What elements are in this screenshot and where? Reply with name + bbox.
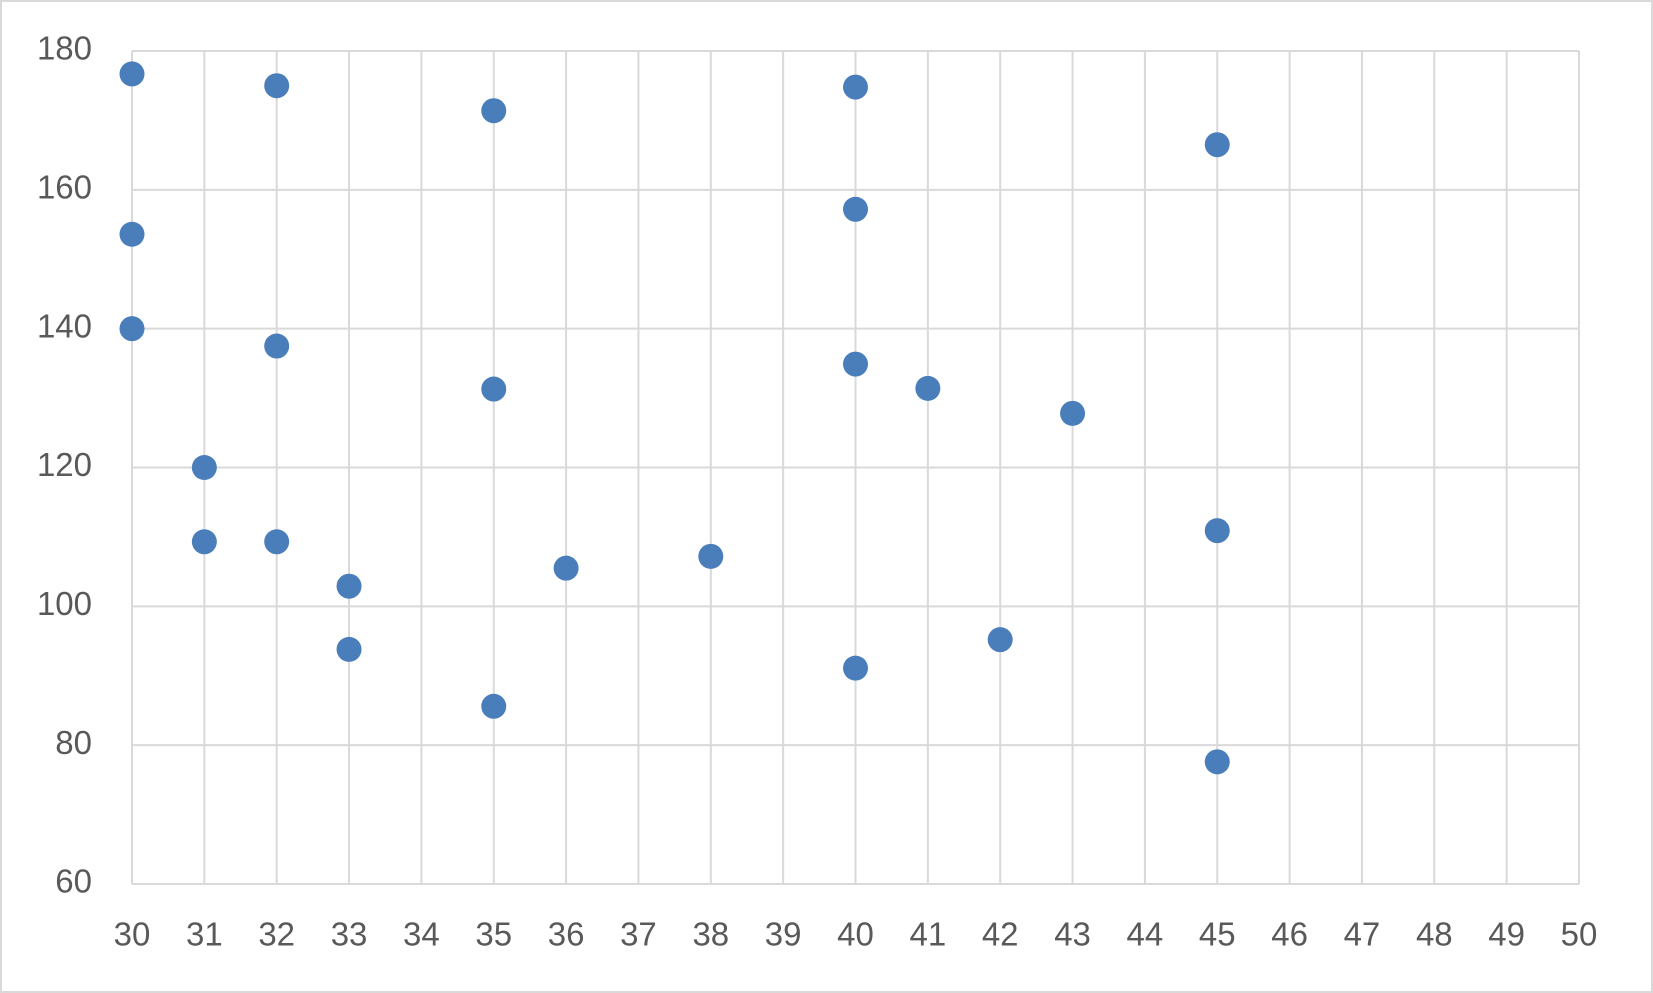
point	[915, 375, 941, 401]
point	[336, 573, 362, 599]
point	[191, 529, 217, 555]
point	[843, 74, 868, 100]
x-tick-label: 37	[620, 916, 657, 953]
x-tick-label: 30	[114, 916, 151, 953]
x-tick-label: 40	[837, 916, 874, 953]
point	[264, 333, 290, 359]
point	[481, 98, 507, 124]
x-tick-label: 49	[1488, 916, 1525, 953]
point	[843, 196, 868, 222]
y-tick-label: 180	[37, 30, 92, 67]
y-tick-label: 100	[37, 585, 92, 622]
x-tick-label: 47	[1344, 916, 1381, 953]
x-tick-label: 35	[475, 916, 512, 953]
point	[336, 636, 362, 662]
x-tick-label: 41	[909, 916, 946, 953]
point	[264, 529, 290, 555]
x-tick-label: 32	[258, 916, 295, 953]
x-tick-label: 38	[692, 916, 729, 953]
point	[1204, 132, 1230, 158]
point	[119, 316, 145, 342]
x-tick-label: 31	[186, 916, 223, 953]
y-tick-label: 160	[37, 169, 92, 206]
point	[1204, 518, 1230, 544]
x-tick-label: 33	[331, 916, 368, 953]
x-tick-label: 42	[982, 916, 1019, 953]
x-tick-label: 50	[1561, 916, 1598, 953]
y-tick-label: 120	[37, 446, 92, 483]
point	[119, 221, 145, 247]
point	[1204, 749, 1230, 775]
point	[843, 655, 868, 681]
x-tick-label: 36	[548, 916, 585, 953]
x-tick-label: 45	[1199, 916, 1236, 953]
x-tick-label: 44	[1127, 916, 1164, 953]
x-tick-label: 48	[1416, 916, 1453, 953]
x-tick-label: 46	[1271, 916, 1308, 953]
y-tick-label: 140	[37, 307, 92, 344]
point	[481, 693, 507, 719]
y-tick-label: 60	[55, 863, 92, 900]
point	[191, 455, 217, 480]
x-tick-label: 43	[1054, 916, 1091, 953]
point	[264, 73, 290, 99]
point	[553, 555, 579, 581]
point	[1060, 400, 1086, 426]
y-tick-label: 80	[55, 724, 92, 761]
point	[698, 543, 724, 569]
point	[481, 376, 507, 402]
x-tick-label: 34	[403, 916, 440, 953]
point	[987, 627, 1013, 653]
x-tick-label: 39	[765, 916, 802, 953]
point	[843, 351, 868, 377]
point	[119, 61, 145, 87]
